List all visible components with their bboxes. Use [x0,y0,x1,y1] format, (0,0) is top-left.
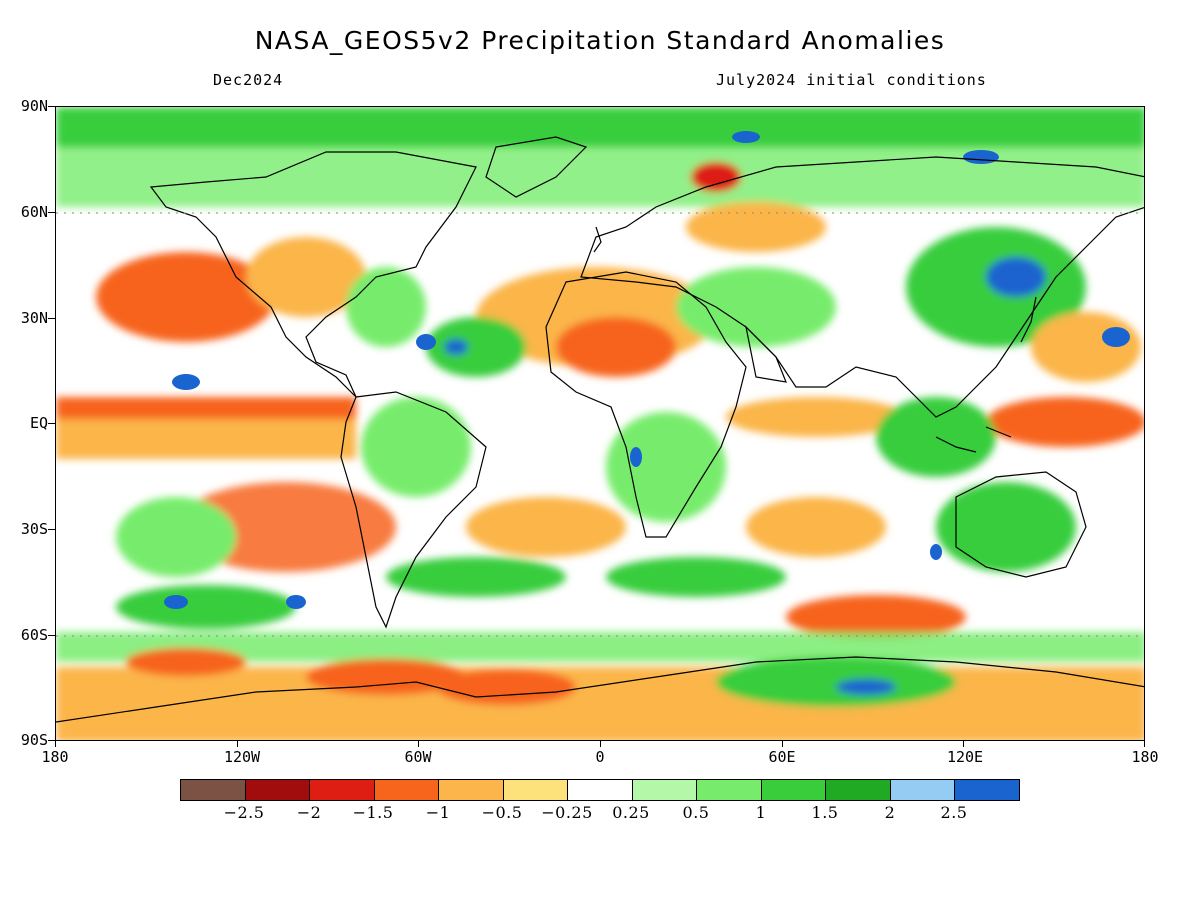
colorbar-swatch [890,780,956,800]
lat-tick [48,212,55,213]
lon-label-0: 0 [595,748,605,766]
lat-tick [48,423,55,424]
colorbar-label: −0.25 [541,803,593,822]
lon-label-120e: 120E [946,748,984,766]
colorbar-swatch [568,780,633,800]
colorbar-label: −0.5 [481,803,523,822]
colorbar-swatch [632,780,698,800]
lon-tick [55,741,56,747]
colorbar-swatch [439,780,504,800]
lat-label-90n: 90N [20,97,48,115]
lon-tick [600,741,601,747]
colorbar-label: 1.5 [811,803,839,822]
lon-label-120w: 120W [223,748,261,766]
lat-label-30n: 30N [20,309,48,327]
map-title: NASA_GEOS5v2 Precipitation Standard Anom… [254,26,946,55]
colorbar-swatch [503,780,569,800]
colorbar-swatch [310,780,375,800]
lat-label-30s: 30S [20,520,48,538]
colorbar-label: 2 [884,803,896,822]
lon-label-180e: 180 [1131,748,1159,766]
colorbar-label: 0.25 [612,803,650,822]
lat-tick [48,635,55,636]
colorbar-label: 0.5 [682,803,710,822]
precipitation-anomaly-map [55,106,1145,741]
lat-label-60s: 60S [20,626,48,644]
colorbar-label: −1 [425,803,451,822]
colorbar-label: −1.5 [352,803,394,822]
lon-label-180w: 180 [41,748,69,766]
colorbar-swatch [826,780,891,800]
colorbar-swatch [245,780,311,800]
lat-label-60n: 60N [20,203,48,221]
anomaly-field [56,107,1144,740]
lat-tick [48,106,55,107]
lat-tick [48,318,55,319]
forecast-month: Dec2024 [213,71,284,89]
lon-tick [782,741,783,747]
colorbar-swatch [374,780,440,800]
colorbar-swatch [955,780,1019,800]
colorbar-swatch [697,780,762,800]
lon-tick [1144,741,1145,747]
lat-label-90s: 90S [20,731,48,749]
lat-tick [48,740,55,741]
lon-tick [237,741,238,747]
colorbar-label: 2.5 [940,803,968,822]
lat-label-eq: EQ [29,414,48,432]
lon-label-60e: 60E [768,748,796,766]
colorbar-swatch [761,780,827,800]
colorbar-label: −2.5 [223,803,265,822]
colorbar-label: −2 [296,803,322,822]
lon-tick [418,741,419,747]
lon-tick [963,741,964,747]
lon-label-60w: 60W [404,748,432,766]
colorbar-label: 1 [755,803,767,822]
colorbar-swatch [181,780,246,800]
colorbar [180,779,1020,801]
initial-conditions: July2024 initial conditions [716,71,987,89]
lat-tick [48,529,55,530]
